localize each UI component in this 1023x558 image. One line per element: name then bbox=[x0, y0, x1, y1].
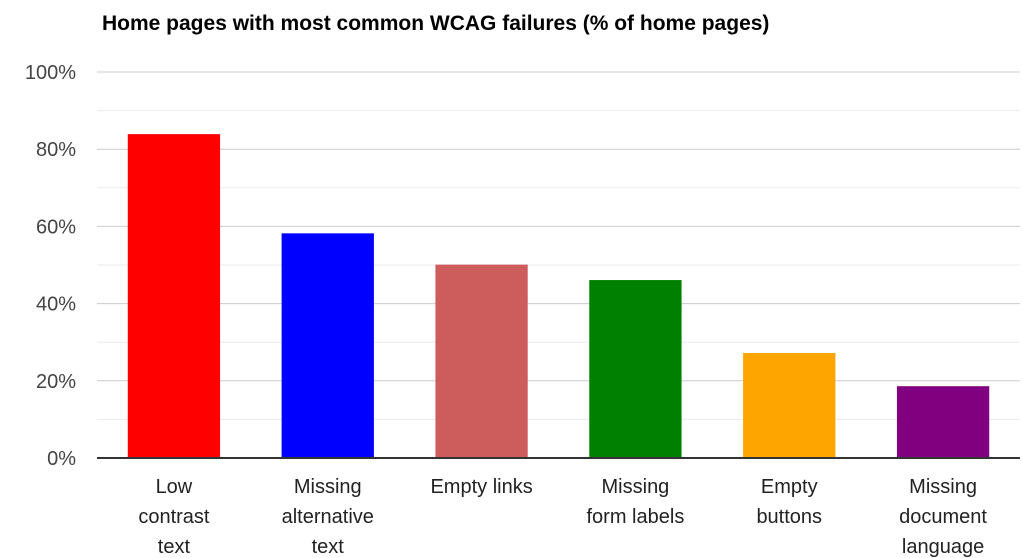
bar bbox=[589, 280, 682, 458]
x-tick-label: Empty buttons bbox=[756, 476, 822, 528]
x-tick-label: Low contrast text bbox=[138, 476, 210, 558]
bars bbox=[127, 134, 990, 458]
y-axis-ticks: 0% 20% 40% 60% 80% 100% bbox=[25, 62, 76, 470]
gridlines bbox=[97, 71, 1020, 420]
bar bbox=[896, 386, 990, 458]
y-tick-label: 40% bbox=[36, 294, 76, 316]
x-tick-label: Missing document language bbox=[899, 476, 987, 558]
x-tick-label: Missing form labels bbox=[587, 476, 685, 528]
bar bbox=[281, 233, 374, 458]
x-axis-labels: Low contrast text Missing alternative text Emp… bbox=[138, 476, 987, 558]
y-tick-label: 20% bbox=[36, 371, 76, 393]
y-tick-label: 80% bbox=[36, 139, 76, 161]
y-tick-label: 100% bbox=[25, 62, 76, 84]
bar bbox=[435, 264, 528, 458]
x-tick-label: Empty links bbox=[430, 476, 532, 498]
y-tick-label: 0% bbox=[47, 448, 76, 470]
chart-title: Home pages with most common WCAG failure… bbox=[102, 12, 769, 35]
x-tick-label: Missing alternative text bbox=[282, 476, 374, 558]
y-tick-label: 60% bbox=[36, 216, 76, 238]
bar bbox=[127, 134, 221, 458]
bar bbox=[743, 353, 836, 458]
